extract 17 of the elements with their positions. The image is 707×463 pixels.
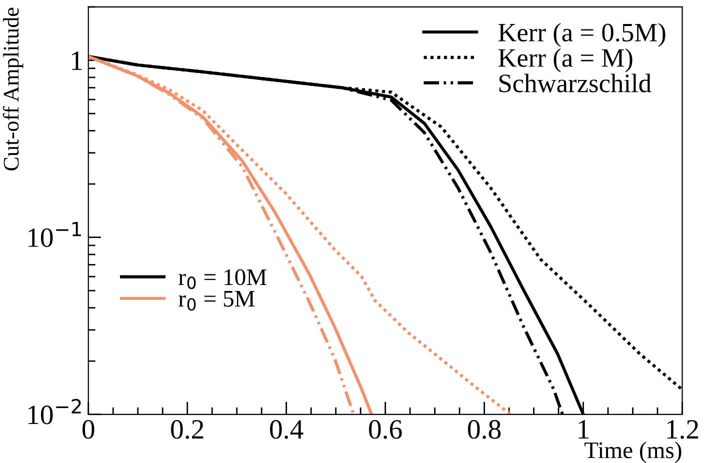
y-tick-label: 10$^{−2}$ [28,398,81,424]
annotation: r$_{0}$ = 10M [178,269,266,290]
x-tick-label: 0.6 [369,420,402,439]
legend-label: Kerr (a = 0.5M) [498,22,666,47]
y-tick-label: 1 [72,52,82,70]
x-tick-label: 0.4 [270,420,304,439]
legend-label: Kerr (a = M) [498,48,632,72]
x-tick-label: 1 [578,420,589,439]
x-tick-label: 0.2 [171,420,204,439]
x-tick-label: 0.8 [468,420,501,439]
y-axis-title: Cut-off Amplitude [2,8,24,170]
y-tick-label: 10$^{−1}$ [28,222,81,248]
x-tick-label: 1.2 [667,420,698,439]
annotation: r$_{0}$ = 5M [178,291,255,311]
x-axis-title: Time (ms) [584,442,682,463]
legend-label: Schwarzschild [499,74,652,92]
x-tick-label: 0 [82,420,94,439]
